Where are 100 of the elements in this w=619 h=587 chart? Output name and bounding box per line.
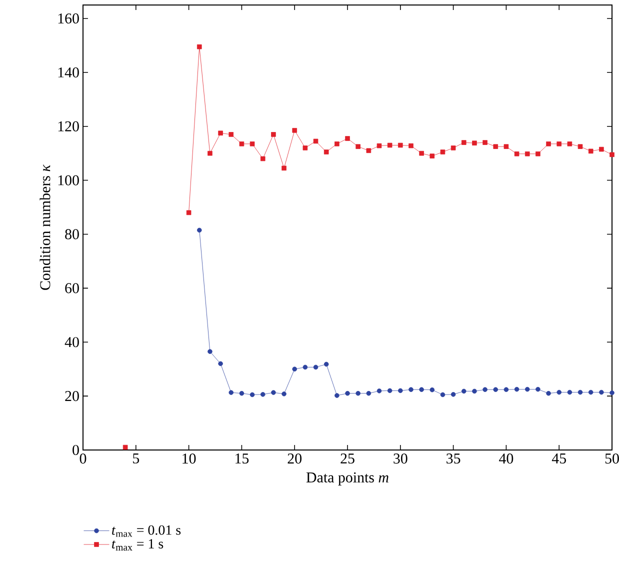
point xyxy=(208,349,212,354)
point xyxy=(504,387,509,392)
point xyxy=(313,138,318,144)
point xyxy=(610,152,614,158)
point xyxy=(578,144,583,149)
y-tick-label: 40 xyxy=(64,337,79,348)
point xyxy=(271,390,276,395)
point xyxy=(260,156,266,162)
point xyxy=(122,444,128,450)
point xyxy=(324,362,329,367)
point xyxy=(366,390,372,396)
point xyxy=(482,387,488,392)
y-tick-label: 80 xyxy=(65,229,79,240)
point xyxy=(546,141,551,146)
x-tick-label: 25 xyxy=(340,454,354,464)
point xyxy=(578,390,583,395)
point xyxy=(282,166,286,171)
point xyxy=(376,388,382,394)
point xyxy=(430,154,435,158)
point xyxy=(345,136,350,141)
x-tick-label: 10 xyxy=(182,454,196,464)
point xyxy=(514,151,520,156)
point xyxy=(218,130,223,136)
point xyxy=(218,361,223,366)
point xyxy=(387,388,392,394)
point xyxy=(599,390,604,395)
point xyxy=(440,150,446,154)
y-axis-title: Condition numbers κ xyxy=(40,164,50,290)
point xyxy=(282,391,286,396)
x-tick-label: 45 xyxy=(552,454,566,464)
x-axis-title: Data points m xyxy=(306,472,388,486)
y-tick-label: 160 xyxy=(58,13,79,24)
point xyxy=(398,142,403,148)
point xyxy=(514,386,520,392)
point xyxy=(450,146,456,150)
y-tick-label: 100 xyxy=(58,175,79,186)
point xyxy=(588,390,594,395)
point xyxy=(430,387,435,392)
legend-label: t$_{max}$ = 0.01 s xyxy=(112,525,181,537)
point xyxy=(313,364,318,370)
point xyxy=(292,128,297,133)
point xyxy=(461,388,466,394)
point xyxy=(567,141,572,146)
point xyxy=(208,150,212,156)
point xyxy=(228,132,234,137)
point xyxy=(599,146,604,152)
point xyxy=(250,141,255,146)
x-tick-label: 50 xyxy=(605,454,619,464)
point xyxy=(588,148,594,154)
point xyxy=(493,144,498,149)
point xyxy=(536,151,540,156)
point xyxy=(461,140,466,145)
point xyxy=(250,392,255,398)
point xyxy=(408,387,414,392)
x-tick-label: 0 xyxy=(80,454,86,464)
point xyxy=(366,148,372,154)
point xyxy=(228,390,234,395)
point xyxy=(356,144,360,149)
point xyxy=(546,390,551,396)
y-tick-label: 60 xyxy=(65,283,79,294)
y-tick-label: 140 xyxy=(58,67,79,78)
point xyxy=(196,44,202,50)
point xyxy=(387,142,392,148)
legend-label: t$_{max}$ = 1 s xyxy=(112,539,164,551)
point xyxy=(419,150,424,156)
point xyxy=(408,143,414,148)
x-tick-label: 20 xyxy=(288,454,302,464)
point xyxy=(556,390,562,395)
point xyxy=(302,146,308,150)
point xyxy=(567,390,572,395)
point xyxy=(196,228,202,233)
point xyxy=(493,387,498,392)
point xyxy=(556,141,562,146)
point xyxy=(186,210,192,216)
point xyxy=(398,388,403,394)
x-tick-label: 30 xyxy=(394,454,408,464)
point xyxy=(482,140,488,145)
point xyxy=(334,393,340,398)
point xyxy=(536,386,540,392)
y-tick-label: 0 xyxy=(72,444,79,456)
point xyxy=(260,392,266,397)
point xyxy=(239,390,244,396)
point xyxy=(610,390,614,396)
point xyxy=(440,392,446,398)
x-tick-label: 15 xyxy=(236,454,249,464)
point xyxy=(302,364,308,370)
point xyxy=(356,390,360,396)
point xyxy=(292,366,297,372)
point xyxy=(324,150,329,154)
point xyxy=(376,143,382,148)
y-tick-label: 120 xyxy=(58,121,79,132)
point xyxy=(504,144,509,149)
point xyxy=(524,151,530,156)
point xyxy=(450,392,456,397)
x-tick-label: 5 xyxy=(133,454,140,464)
y-tick-label: 20 xyxy=(65,391,79,402)
point xyxy=(472,140,477,146)
point xyxy=(472,388,477,394)
point xyxy=(334,141,340,146)
x-tick-label: 40 xyxy=(499,454,514,464)
